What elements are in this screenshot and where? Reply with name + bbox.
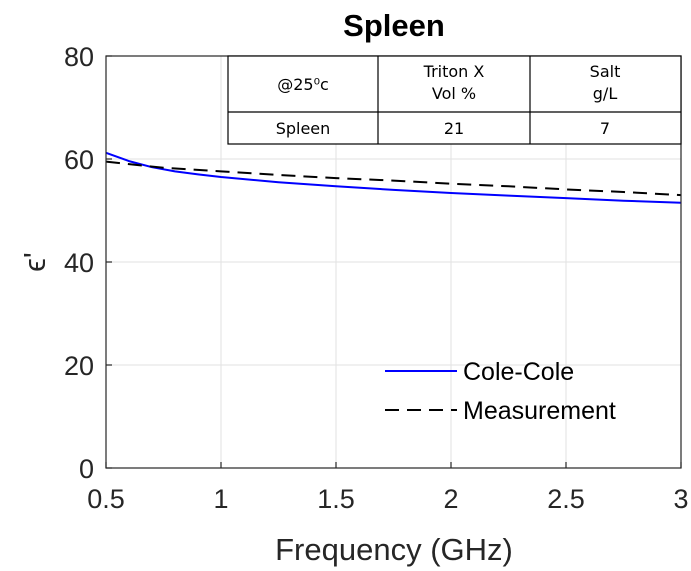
table-cell: 7 [600,119,610,138]
y-tick-label: 0 [79,454,94,484]
legend-label: Cole-Cole [463,358,574,386]
table-header-line: Vol % [432,84,476,103]
data-table: @25⁰c Triton X Vol % Salt g/L Spleen 21 7 [227,55,682,145]
table-header-cell: Salt g/L [590,62,621,103]
y-tick-label: 20 [64,351,94,381]
table-header-line: @25⁰c [277,75,329,94]
table-header-line: Salt [590,62,621,81]
x-tick-label: 1 [213,484,228,514]
tick-labels: 0.5 1 1.5 2 2.5 3 0 20 40 60 80 [64,42,689,514]
table-cell: 21 [444,119,464,138]
x-tick-label: 2 [443,484,458,514]
chart-title: Spleen [343,8,445,43]
table-header-line: Triton X [423,62,485,81]
legend-label: Measurement [463,397,616,425]
x-tick-label: 2.5 [547,484,585,514]
y-tick-label: 80 [64,42,94,72]
x-tick-label: 3 [673,484,688,514]
series-layer [105,151,682,204]
table-header-line: g/L [593,84,618,103]
y-tick-label: 40 [64,248,94,278]
x-tick-label: 1.5 [317,484,355,514]
table-cells: @25⁰c Triton X Vol % Salt g/L Spleen 21 7 [276,62,621,138]
y-tick-label: 60 [64,145,94,175]
table-header-cell: Triton X Vol % [423,62,485,103]
y-axis-title: ϵ' [17,252,52,272]
table-frame [227,55,682,145]
x-axis-title: Frequency (GHz) [275,532,513,567]
x-tick-label: 0.5 [87,484,125,514]
table-header-cell: @25⁰c [277,75,329,94]
table-cell: Spleen [276,119,331,138]
series-line-measurement [105,160,682,197]
legend: Cole-Cole Measurement [385,358,616,425]
ticks [105,55,682,469]
grid [106,56,681,468]
